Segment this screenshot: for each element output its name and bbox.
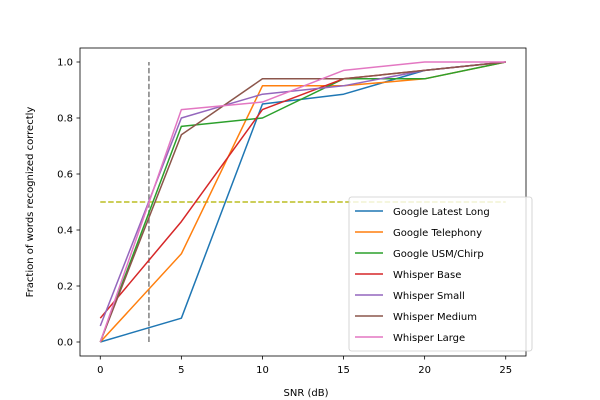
legend-label: Google USM/Chirp <box>393 249 484 260</box>
y-tick-label: 0.2 <box>57 282 73 293</box>
x-tick-label: 10 <box>256 365 269 376</box>
x-tick-label: 25 <box>499 365 512 376</box>
legend-label: Whisper Large <box>393 333 465 344</box>
legend-label: Google Telephony <box>393 228 482 239</box>
legend-label: Whisper Base <box>393 270 461 281</box>
x-tick-label: 20 <box>418 365 431 376</box>
series-line-6 <box>99 61 506 343</box>
y-tick-label: 0.4 <box>57 226 73 237</box>
legend-label: Whisper Medium <box>393 312 477 323</box>
y-tick-label: 0.6 <box>57 170 73 181</box>
x-tick-label: 5 <box>178 365 184 376</box>
series-line-3 <box>99 61 506 343</box>
x-tick-label: 0 <box>97 365 103 376</box>
legend-label: Google Latest Long <box>393 207 490 218</box>
legend-box <box>348 196 533 352</box>
series-line-7 <box>99 61 506 343</box>
y-tick-label: 0.0 <box>57 338 73 349</box>
axes: 0 5 10 15 20 25 0.0 0.2 0.4 0.6 0.8 1.0 <box>57 47 527 376</box>
x-tick-label: 15 <box>337 365 350 376</box>
legend-label: Whisper Small <box>393 291 465 302</box>
plot-area <box>99 61 506 343</box>
y-axis-title: Fraction of words recognized correctly <box>25 107 36 298</box>
y-tick-label: 1.0 <box>57 58 73 69</box>
x-axis-title: SNR (dB) <box>284 388 329 399</box>
y-tick-label: 0.8 <box>57 114 73 125</box>
legend: Google Latest Long Google Telephony Google… <box>348 196 533 352</box>
